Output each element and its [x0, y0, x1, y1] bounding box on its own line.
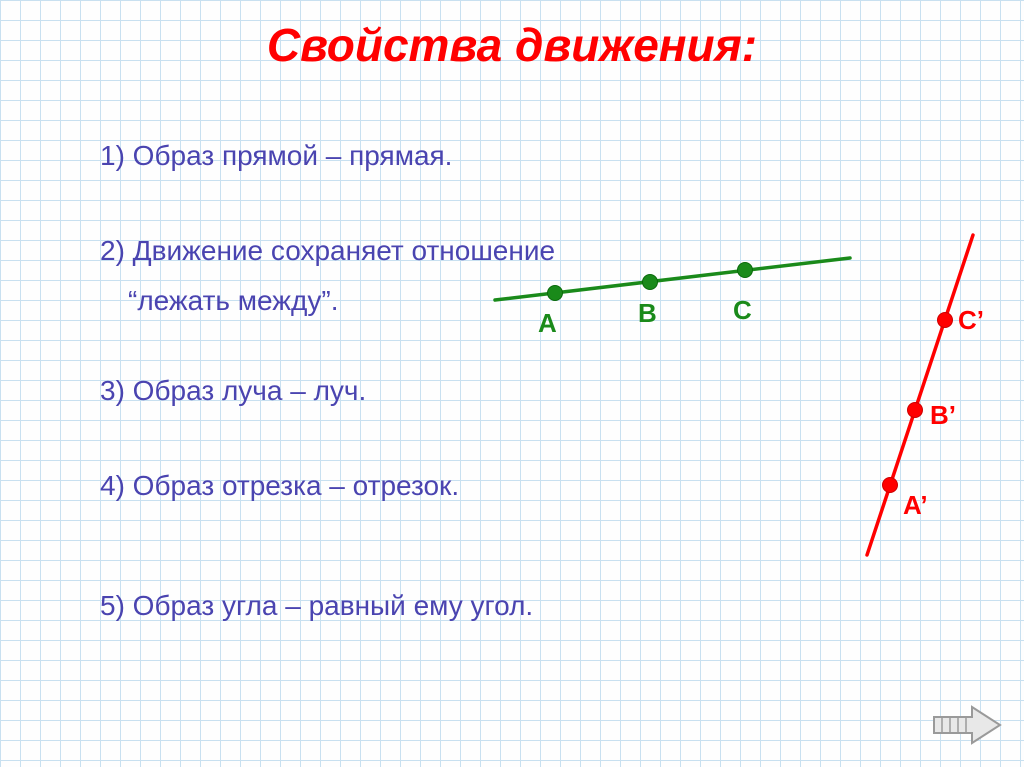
point-label-Bprime: B’ — [930, 400, 956, 431]
point-label-Cprime: C’ — [958, 305, 984, 336]
point-label-C: C — [733, 295, 752, 326]
property-5: 5) Образ угла – равный ему угол. — [100, 590, 533, 622]
slide: Свойства движения: 1) Образ прямой – пря… — [0, 0, 1024, 767]
point-label-Aprime: A’ — [903, 490, 928, 521]
property-3: 3) Образ луча – луч. — [100, 375, 366, 407]
arrow-shape — [934, 707, 1000, 743]
property-2-line2: “лежать между”. — [128, 285, 338, 317]
point-label-B: B — [638, 298, 657, 329]
property-1: 1) Образ прямой – прямая. — [100, 140, 452, 172]
property-2-line1: 2) Движение сохраняет отношение — [100, 235, 555, 267]
property-4: 4) Образ отрезка – отрезок. — [100, 470, 459, 502]
point-label-A: A — [538, 308, 557, 339]
next-arrow-icon[interactable] — [932, 705, 1002, 745]
page-title: Свойства движения: — [0, 18, 1024, 72]
